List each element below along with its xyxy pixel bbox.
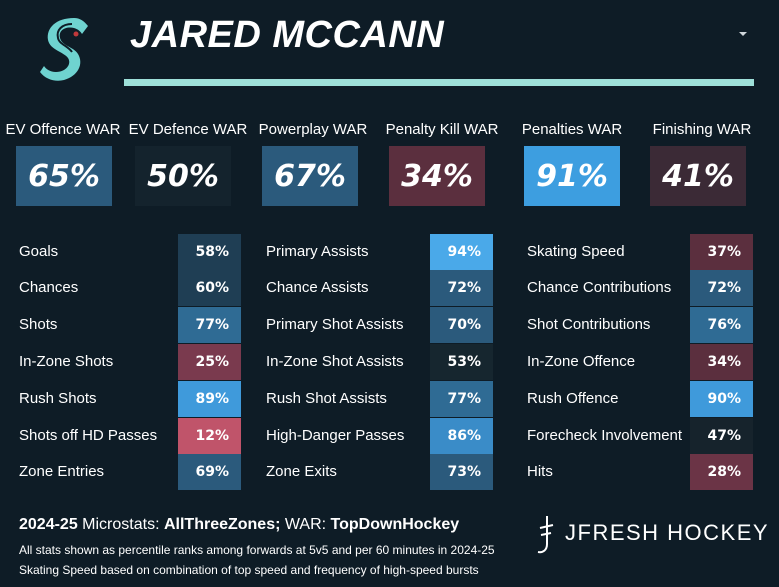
stat-value: 77% bbox=[430, 381, 493, 417]
stat-row: Shots 77% bbox=[19, 307, 241, 343]
war-value-powerplay: 67% bbox=[262, 146, 358, 206]
stat-value: 72% bbox=[690, 270, 753, 306]
stat-value: 94% bbox=[430, 234, 493, 270]
stat-label: Chances bbox=[19, 279, 79, 296]
stat-label: High-Danger Passes bbox=[266, 427, 405, 444]
stat-value: 76% bbox=[690, 307, 753, 343]
stat-value: 12% bbox=[178, 418, 241, 454]
stat-value: 70% bbox=[430, 307, 493, 343]
stat-value: 77% bbox=[178, 307, 241, 343]
stat-value: 53% bbox=[430, 344, 493, 380]
stat-value: 72% bbox=[430, 270, 493, 306]
stat-label: Rush Offence bbox=[527, 390, 619, 407]
stat-row: Skating Speed 37% bbox=[527, 234, 754, 270]
stat-label: Zone Exits bbox=[266, 463, 337, 480]
stat-label: Rush Shot Assists bbox=[266, 390, 387, 407]
season-label: 2024-25 bbox=[19, 516, 78, 533]
stat-value: 89% bbox=[178, 381, 241, 417]
stat-row: Forecheck Involvement 47% bbox=[527, 418, 754, 454]
stat-label: Zone Entries bbox=[19, 463, 105, 480]
stat-value: 34% bbox=[690, 344, 753, 380]
war-value-ev-defence: 50% bbox=[135, 146, 231, 206]
stat-label: Forecheck Involvement bbox=[527, 427, 683, 444]
stat-label: In-Zone Shot Assists bbox=[266, 353, 404, 370]
war-label-ev-offence: EV Offence WAR bbox=[5, 121, 121, 138]
stat-value: 90% bbox=[690, 381, 753, 417]
war-source: TopDownHockey bbox=[330, 516, 460, 533]
stat-value: 60% bbox=[178, 270, 241, 306]
stat-value: 25% bbox=[178, 344, 241, 380]
skating-speed-note: Skating Speed based on combination of to… bbox=[19, 563, 479, 577]
war-value-ev-offence: 65% bbox=[16, 146, 112, 206]
stat-row: Rush Offence 90% bbox=[527, 381, 754, 417]
stat-row: In-Zone Shots 25% bbox=[19, 344, 241, 380]
stat-label: Chance Assists bbox=[266, 279, 369, 296]
stat-row: Primary Shot Assists 70% bbox=[266, 307, 494, 343]
stat-row: Shots off HD Passes 12% bbox=[19, 418, 241, 454]
stat-label: Skating Speed bbox=[527, 243, 625, 260]
war-label-ev-defence: EV Defence WAR bbox=[128, 121, 248, 138]
war-label-finishing: Finishing WAR bbox=[652, 121, 752, 138]
microstats-source: AllThreeZones; bbox=[163, 516, 281, 533]
stat-label: Chance Contributions bbox=[527, 279, 672, 296]
stat-label: Shots bbox=[19, 316, 58, 333]
stat-row: Chances 60% bbox=[19, 270, 241, 306]
stat-label: Goals bbox=[19, 243, 59, 260]
jfresh-logo-icon bbox=[534, 514, 556, 556]
team-logo-icon bbox=[34, 14, 96, 84]
stat-label: Shot Contributions bbox=[527, 316, 651, 333]
stat-row: High-Danger Passes 86% bbox=[266, 418, 494, 454]
microstats-label: Microstats: bbox=[82, 516, 160, 533]
stat-row: Shot Contributions 76% bbox=[527, 307, 754, 343]
stat-label: Shots off HD Passes bbox=[19, 427, 158, 444]
source-credits: 2024-25 Microstats: AllThreeZones; WAR: … bbox=[19, 516, 459, 534]
stat-label: Primary Shot Assists bbox=[266, 316, 404, 333]
stat-row: Chance Assists 72% bbox=[266, 270, 494, 306]
stat-row: Hits 28% bbox=[527, 454, 754, 490]
stat-row: Zone Exits 73% bbox=[266, 454, 494, 490]
stat-row: Rush Shots 89% bbox=[19, 381, 241, 417]
stat-label: Hits bbox=[527, 463, 553, 480]
stat-row: In-Zone Offence 34% bbox=[527, 344, 754, 380]
war-value-finishing: 41% bbox=[650, 146, 746, 206]
stat-row: Goals 58% bbox=[19, 234, 241, 270]
chevron-down-icon[interactable] bbox=[739, 32, 747, 36]
war-label-penalties: Penalties WAR bbox=[521, 121, 623, 138]
stat-value: 37% bbox=[690, 234, 753, 270]
war-label-penalty-kill: Penalty Kill WAR bbox=[385, 121, 499, 138]
stat-row: In-Zone Shot Assists 53% bbox=[266, 344, 494, 380]
stat-row: Chance Contributions 72% bbox=[527, 270, 754, 306]
stat-label: Rush Shots bbox=[19, 390, 97, 407]
stat-row: Rush Shot Assists 77% bbox=[266, 381, 494, 417]
stat-row: Zone Entries 69% bbox=[19, 454, 241, 490]
war-label-powerplay: Powerplay WAR bbox=[258, 121, 368, 138]
war-value-penalty-kill: 34% bbox=[389, 146, 485, 206]
stat-value: 28% bbox=[690, 454, 753, 490]
war-value-penalties: 91% bbox=[524, 146, 620, 206]
war-source-label: WAR: bbox=[284, 516, 327, 533]
title-underline bbox=[124, 79, 754, 86]
stat-value: 69% bbox=[178, 454, 241, 490]
player-name-title: JARED MCCANN bbox=[130, 14, 445, 56]
stat-value: 47% bbox=[690, 418, 753, 454]
stat-value: 86% bbox=[430, 418, 493, 454]
brand-name: JFRESH HOCKEY bbox=[565, 520, 770, 545]
stat-row: Primary Assists 94% bbox=[266, 234, 494, 270]
stat-label: Primary Assists bbox=[266, 243, 369, 260]
percentile-note: All stats shown as percentile ranks amon… bbox=[19, 543, 495, 557]
stat-label: In-Zone Shots bbox=[19, 353, 114, 370]
stat-label: In-Zone Offence bbox=[527, 353, 636, 370]
stat-value: 58% bbox=[178, 234, 241, 270]
stat-value: 73% bbox=[430, 454, 493, 490]
